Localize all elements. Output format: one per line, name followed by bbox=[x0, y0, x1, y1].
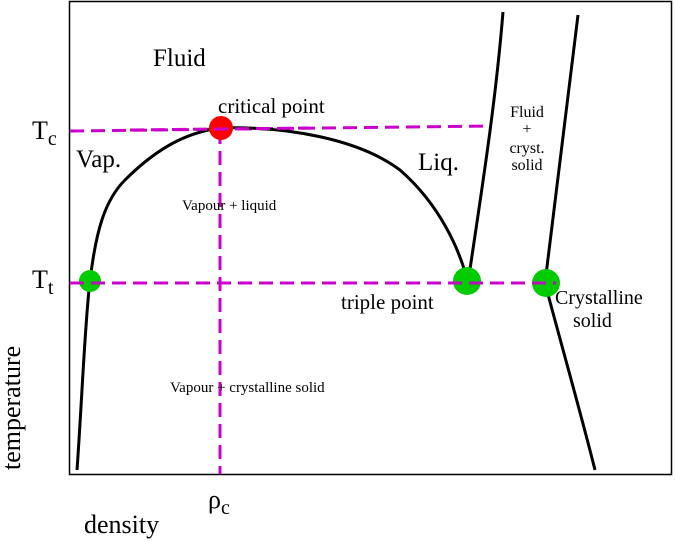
melting-line bbox=[543, 14, 597, 471]
coexistence-curve bbox=[75, 126, 470, 471]
tc-tick-label: Tc bbox=[32, 116, 57, 150]
freezing-line bbox=[466, 11, 505, 284]
triple-point-vapour-marker bbox=[79, 270, 101, 292]
fluid-solid-label: Fluid + cryst. solid bbox=[509, 104, 544, 174]
liq-label: Liq. bbox=[418, 149, 459, 176]
triple-point-label: triple point bbox=[341, 290, 434, 314]
triple-point-liquid-marker bbox=[453, 267, 481, 295]
fluid-solid-line-2: + bbox=[522, 121, 531, 138]
vapour-liquid-label: Vapour + liquid bbox=[182, 198, 277, 214]
plot-frame bbox=[68, 0, 673, 476]
rhoc-tick-label: ρc bbox=[208, 485, 230, 519]
y-axis-label: temperature bbox=[0, 346, 26, 470]
fluid-solid-line-1: Fluid bbox=[510, 104, 544, 121]
tc-dashed-overlay bbox=[129, 126, 311, 132]
fluid-solid-line-3: cryst. bbox=[509, 140, 544, 157]
vap-label: Vap. bbox=[76, 146, 121, 173]
crystalline-label-2: solid bbox=[573, 310, 612, 332]
fluid-label: Fluid bbox=[153, 45, 206, 72]
tt-tick-label: Tt bbox=[32, 265, 54, 299]
vapour-solid-label: Vapour + crystalline solid bbox=[170, 380, 325, 396]
fluid-solid-line-4: solid bbox=[511, 157, 542, 174]
x-axis-label: density bbox=[84, 510, 159, 539]
crystalline-label-1: Crystalline bbox=[555, 287, 643, 309]
critical-point-label: critical point bbox=[218, 94, 325, 118]
